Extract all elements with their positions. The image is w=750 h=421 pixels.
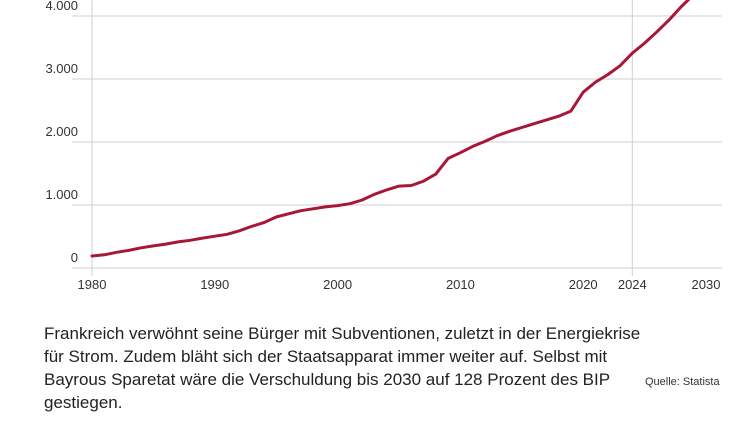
data-point-2019 [570, 110, 572, 112]
data-point-1997 [300, 209, 302, 212]
data-point-2020 [582, 91, 584, 93]
data-point-2003 [373, 193, 376, 196]
data-point-2007 [422, 180, 425, 182]
data-point-2023 [619, 65, 621, 67]
y-tick-label-0: 0 [71, 250, 78, 265]
x-tick-label-2030: 2030 [692, 277, 721, 292]
data-point-2008 [435, 173, 437, 175]
data-point-2021 [594, 81, 597, 83]
data-point-1980 [91, 255, 93, 257]
data-point-2018 [557, 115, 560, 117]
data-point-1998 [312, 208, 314, 210]
data-point-2011 [471, 145, 474, 148]
data-point-1989 [201, 237, 204, 239]
data-point-1985 [152, 245, 155, 247]
x-tick-label-2000: 2000 [323, 277, 352, 292]
data-point-2005 [398, 185, 400, 187]
data-point-2025 [643, 42, 646, 44]
data-point-2010 [459, 151, 462, 154]
data-point-2024 [631, 52, 634, 54]
source-note: Quelle: Statista [645, 376, 720, 388]
data-point-1995 [275, 216, 278, 218]
data-point-2022 [607, 73, 609, 76]
debt-series [90, 0, 691, 258]
data-point-2004 [385, 189, 388, 191]
x-tick-label-2024: 2024 [618, 277, 647, 292]
data-point-2000 [336, 204, 339, 207]
chart-caption: Frankreich verwöhnt seine Bürger mit Sub… [44, 324, 641, 412]
data-point-2002 [361, 199, 364, 201]
data-point-2014 [508, 130, 511, 133]
y-tick-label-4000: 4.000 [45, 0, 78, 13]
data-point-1984 [140, 247, 142, 249]
data-point-2013 [496, 134, 499, 137]
debt-series-line [90, 0, 691, 258]
data-point-2015 [521, 126, 523, 129]
x-tick-label-1980: 1980 [78, 277, 107, 292]
data-point-2028 [680, 5, 683, 8]
data-point-1987 [177, 241, 179, 243]
data-point-2001 [349, 202, 351, 205]
data-point-1988 [189, 239, 191, 242]
data-point-1986 [164, 243, 167, 245]
data-point-1994 [263, 221, 265, 224]
data-point-1991 [226, 233, 228, 236]
debt-line-chart: 0 1.000 2.000 3.000 4.000 1980 1990 2000 2010 20… [45, 0, 722, 292]
data-point-1992 [238, 230, 241, 232]
chart-vertical-markers [91, 0, 633, 276]
chart-gridlines [72, 15, 722, 269]
data-point-2009 [447, 157, 449, 160]
x-tick-label-2010: 2010 [446, 277, 475, 292]
data-point-1990 [214, 235, 216, 237]
data-point-2016 [533, 122, 535, 125]
data-point-1982 [115, 251, 118, 254]
x-tick-label-1990: 1990 [200, 277, 229, 292]
y-tick-label-2000: 2.000 [45, 124, 78, 139]
data-point-2012 [484, 140, 486, 143]
data-point-2017 [545, 119, 548, 121]
y-tick-label-3000: 3.000 [45, 61, 78, 76]
data-point-2006 [410, 184, 413, 187]
data-point-2027 [668, 19, 670, 21]
data-point-1981 [103, 254, 106, 256]
data-point-1993 [250, 225, 253, 228]
data-point-1983 [128, 249, 130, 252]
x-tick-label-2020: 2020 [569, 277, 598, 292]
data-point-2026 [656, 31, 658, 33]
y-tick-label-1000: 1.000 [45, 187, 78, 202]
data-point-1996 [287, 213, 290, 215]
x-axis-tick-labels: 1980 1990 2000 2010 2020 2024 2030 [78, 277, 721, 292]
data-point-1999 [324, 206, 327, 208]
y-axis-tick-labels: 0 1.000 2.000 3.000 4.000 [45, 0, 78, 265]
